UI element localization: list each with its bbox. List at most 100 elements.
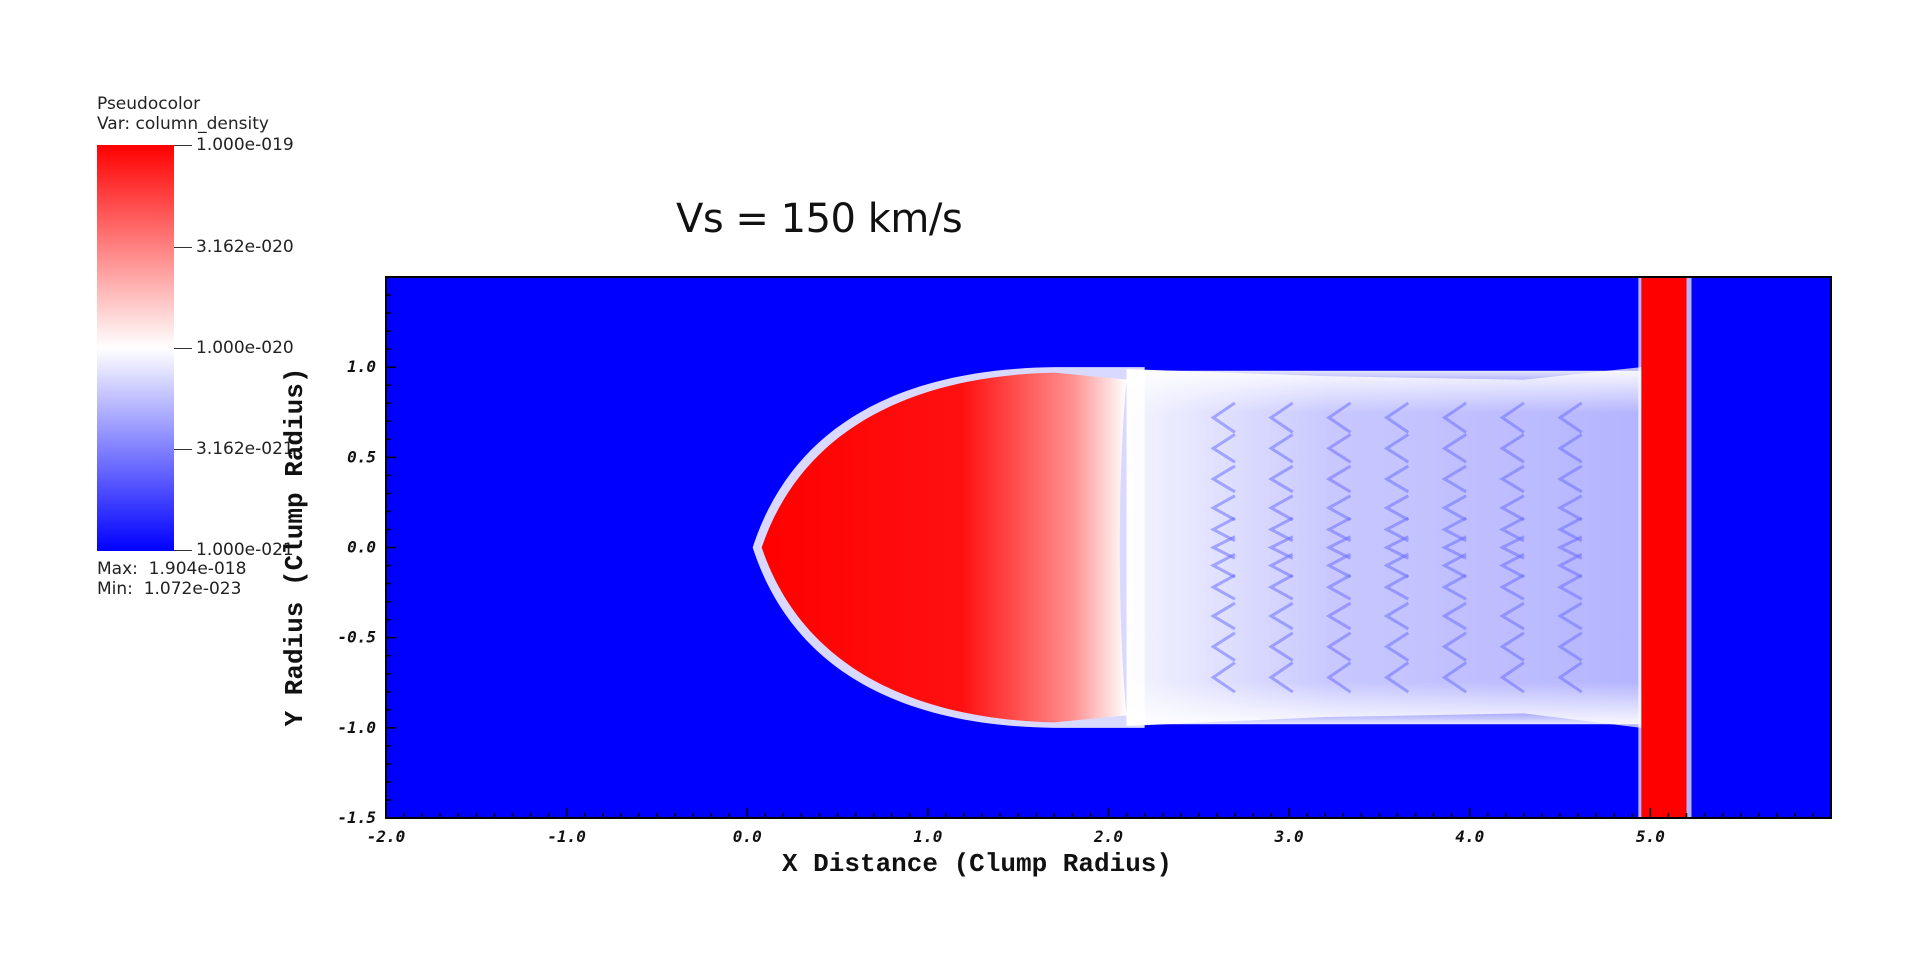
tail-stripes [1209,401,1583,694]
tail-stripe [1210,494,1236,522]
tail-stripe [1383,464,1410,494]
tail-stripe [1383,601,1410,631]
tail-stripe [1499,552,1525,579]
x-axis-title: X Distance (Clump Radius) [782,849,1172,879]
y-tick-label: 1.0 [347,357,376,376]
tail-stripe [1326,433,1352,464]
y-tick-label: -1.0 [337,718,376,737]
tail-stripe [1441,494,1467,522]
tail-stripe [1441,573,1467,601]
tail-stripe [1268,464,1294,494]
tail-stripe [1325,601,1352,631]
x-tick-label: -2.0 [367,827,406,846]
colorbar [97,145,174,551]
x-tick-label: 5.0 [1636,827,1665,846]
y-tick-label: -1.5 [337,808,376,827]
tail-stripe [1556,516,1583,543]
tail-stripe [1383,535,1410,560]
tail-stripe [1499,631,1525,662]
tail-stripe [1267,535,1294,560]
tail-stripe [1268,601,1294,631]
tail-stripe [1556,535,1583,560]
y-tick-label: 0.5 [347,447,376,466]
tail-stripe [1383,516,1410,543]
tail-stripe [1557,433,1583,464]
tail-stripe [1267,516,1294,543]
tail-stripe [1557,464,1583,494]
x-axis: -2.0 -1.0 0.0 1.0 2.0 3.0 4.0 5.0 [367,808,1832,846]
tail-stripe [1383,494,1410,522]
x-tick-label: 3.0 [1274,827,1304,846]
y-tick-label: 0.0 [347,538,376,557]
colorbar-tick-label: 1.000e-019 [196,135,294,155]
tail-stripe [1383,661,1410,694]
tail-stripe [1210,401,1236,434]
colorbar-tick [174,145,192,146]
tail-stripe [1325,573,1352,601]
tail-stripe [1383,401,1410,434]
colorbar-tick-label: 1.000e-020 [196,338,294,358]
tail-stripe [1557,631,1583,662]
tail-stripe [1267,552,1294,579]
tail-stripe [1210,601,1236,631]
colorbar-tick-label: 3.162e-020 [196,237,294,257]
colorbar-tick [174,550,192,551]
colorbar-tick [174,449,192,450]
tail-stripe [1268,661,1294,694]
tail-stripe [1441,661,1467,694]
tail-stripe [1441,433,1467,464]
tail-stripe [1383,433,1410,464]
tail-stripe [1210,464,1236,494]
tail-stripe [1441,535,1467,560]
tail-stripe [1267,494,1294,522]
colorbar-tick [174,247,192,248]
legend-variable: Var: column_density [97,114,269,134]
x-tick-label: -1.0 [547,827,586,846]
x-tick-label: 0.0 [733,827,762,846]
tail-stripe [1557,601,1583,631]
tail-stripe [1441,464,1467,494]
y-axis: -1.5 -1.0 -0.5 0.0 0.5 1.0 [337,276,396,827]
y-axis-title: Y Radius (Clump Radius) [280,368,310,727]
tail-stripe [1383,631,1410,662]
tail-stripe [1325,552,1352,579]
tail-stripe [1326,631,1352,662]
tail-stripe [1268,631,1294,662]
tail-stripe [1499,601,1525,631]
x-tick-label: 2.0 [1093,827,1123,846]
tail-stripe [1325,464,1352,494]
tail-stripe [1325,535,1352,560]
tail-stripe [1498,535,1525,560]
tail-stripe [1383,552,1410,579]
tail-stripe [1210,433,1236,464]
tail-stripe [1441,552,1467,579]
shock-front [1641,277,1687,818]
tail-stripe [1326,401,1352,434]
tail-stripe [1499,661,1525,694]
tail-stripe [1268,401,1294,434]
legend-max: Max: 1.904e-018 [97,559,247,579]
tail-stripe [1209,535,1236,560]
tail-stripe [1499,494,1525,522]
tail-stripe [1557,661,1583,694]
y-tick-label: -0.5 [337,628,376,647]
tail-stripe [1210,573,1236,601]
colorbar-tick [174,348,192,349]
colorbar-tick-label: 1.000e-021 [196,540,294,560]
chart-title: Vs = 150 km/s [676,196,963,242]
tail-stripe [1556,552,1583,579]
tail-stripe [1325,516,1352,543]
x-tick-label: 1.0 [913,827,942,846]
tail-stripe [1441,401,1467,434]
tail-stripe [1441,516,1467,543]
tail-stripe [1210,516,1236,543]
tail-stripe [1556,494,1583,522]
tail-stripe [1210,631,1236,662]
tail-stripe [1499,433,1525,464]
clump-core [761,372,1127,723]
tail-stripe [1499,464,1525,494]
tail-stripe [1267,573,1294,601]
tail-stripe [1557,401,1583,434]
tail-stripe [1441,601,1467,631]
